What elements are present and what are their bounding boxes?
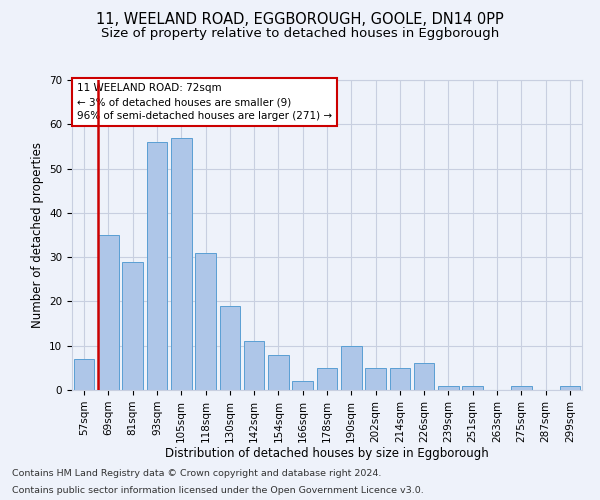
- Text: 11, WEELAND ROAD, EGGBOROUGH, GOOLE, DN14 0PP: 11, WEELAND ROAD, EGGBOROUGH, GOOLE, DN1…: [96, 12, 504, 28]
- Bar: [560, 386, 580, 390]
- Bar: [74, 359, 94, 390]
- Text: Size of property relative to detached houses in Eggborough: Size of property relative to detached ho…: [101, 28, 499, 40]
- Bar: [365, 368, 386, 390]
- Text: Contains HM Land Registry data © Crown copyright and database right 2024.: Contains HM Land Registry data © Crown c…: [12, 468, 382, 477]
- Bar: [317, 368, 337, 390]
- Bar: [220, 306, 240, 390]
- X-axis label: Distribution of detached houses by size in Eggborough: Distribution of detached houses by size …: [165, 448, 489, 460]
- Text: 11 WEELAND ROAD: 72sqm
← 3% of detached houses are smaller (9)
96% of semi-detac: 11 WEELAND ROAD: 72sqm ← 3% of detached …: [77, 83, 332, 121]
- Bar: [463, 386, 483, 390]
- Bar: [146, 142, 167, 390]
- Bar: [268, 354, 289, 390]
- Text: Contains public sector information licensed under the Open Government Licence v3: Contains public sector information licen…: [12, 486, 424, 495]
- Bar: [438, 386, 459, 390]
- Bar: [511, 386, 532, 390]
- Bar: [122, 262, 143, 390]
- Bar: [171, 138, 191, 390]
- Bar: [292, 381, 313, 390]
- Bar: [341, 346, 362, 390]
- Bar: [414, 364, 434, 390]
- Bar: [244, 342, 265, 390]
- Bar: [389, 368, 410, 390]
- Bar: [195, 252, 216, 390]
- Y-axis label: Number of detached properties: Number of detached properties: [31, 142, 44, 328]
- Bar: [98, 235, 119, 390]
